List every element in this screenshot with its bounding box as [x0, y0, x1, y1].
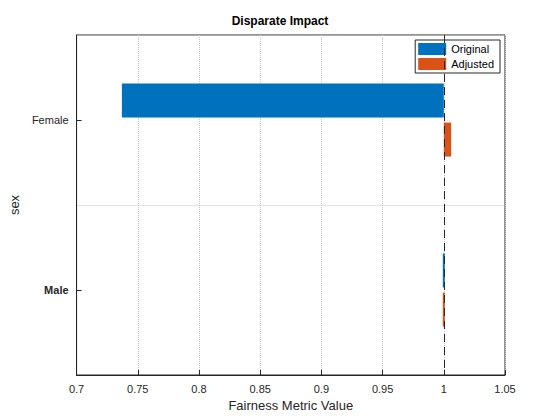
svg-text:sex: sex	[7, 194, 22, 215]
svg-text:0.85: 0.85	[249, 383, 270, 395]
svg-text:Adjusted: Adjusted	[451, 58, 494, 70]
svg-text:0.9: 0.9	[314, 383, 329, 395]
svg-text:1: 1	[441, 383, 447, 395]
svg-text:0.95: 0.95	[372, 383, 393, 395]
svg-text:Fairness Metric Value: Fairness Metric Value	[228, 398, 353, 413]
svg-text:Male: Male	[44, 284, 68, 296]
svg-text:Female: Female	[32, 114, 69, 126]
svg-text:Disparate Impact: Disparate Impact	[232, 14, 329, 28]
svg-text:Original: Original	[451, 43, 489, 55]
svg-text:0.75: 0.75	[127, 383, 148, 395]
svg-text:0.8: 0.8	[191, 383, 206, 395]
svg-text:0.7: 0.7	[69, 383, 84, 395]
svg-text:1.05: 1.05	[494, 383, 515, 395]
